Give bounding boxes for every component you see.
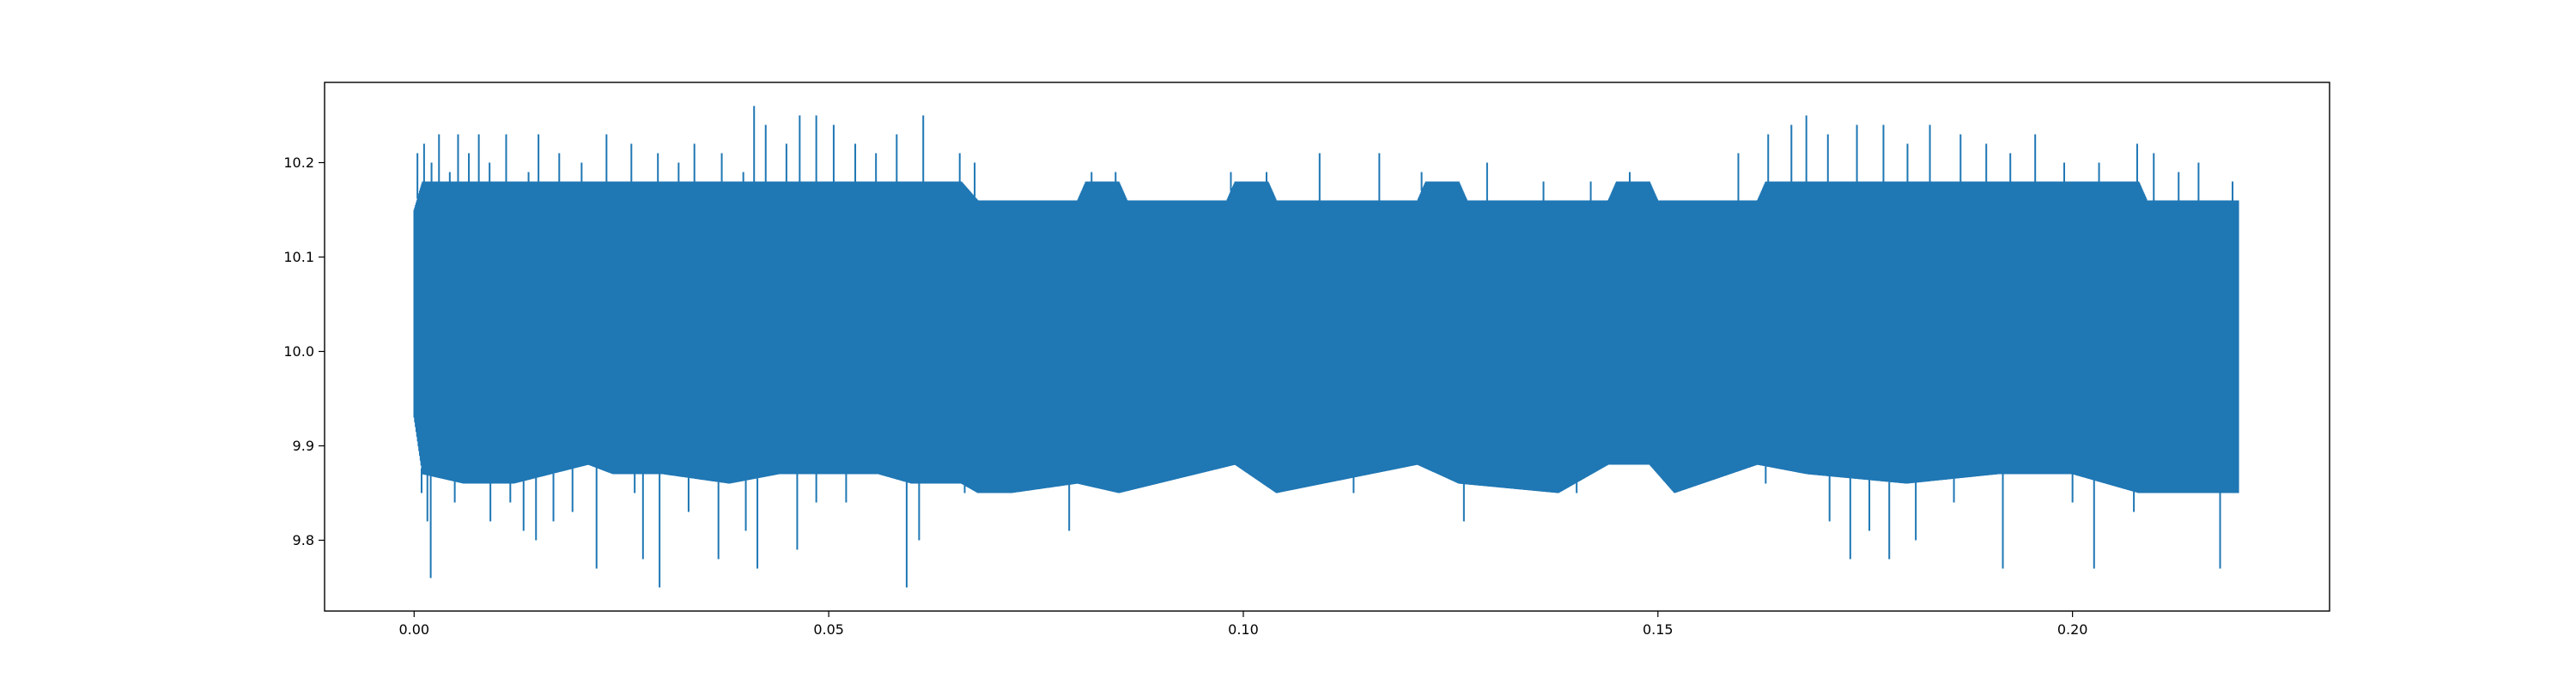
y-tick-label: 10.1 <box>283 249 314 265</box>
y-axis: 9.8 9.9 10.0 10.1 10.2 <box>283 154 325 548</box>
y-tick-label: 10.0 <box>283 343 314 360</box>
y-tick-label: 9.8 <box>293 532 314 548</box>
signal-band-fill <box>414 181 2239 493</box>
x-tick-label: 0.10 <box>1228 621 1259 638</box>
y-tick-label: 9.9 <box>293 438 314 454</box>
x-axis: 0.00 0.05 0.10 0.15 0.20 <box>398 611 2087 638</box>
x-tick-label: 0.20 <box>2057 621 2088 638</box>
plot-frame <box>324 82 2330 612</box>
x-tick-label: 0.15 <box>1643 621 1674 638</box>
series-layer <box>413 106 2239 588</box>
x-tick-label: 0.05 <box>813 621 844 638</box>
y-tick-label: 10.2 <box>283 154 314 171</box>
x-tick-label: 0.00 <box>398 621 429 638</box>
